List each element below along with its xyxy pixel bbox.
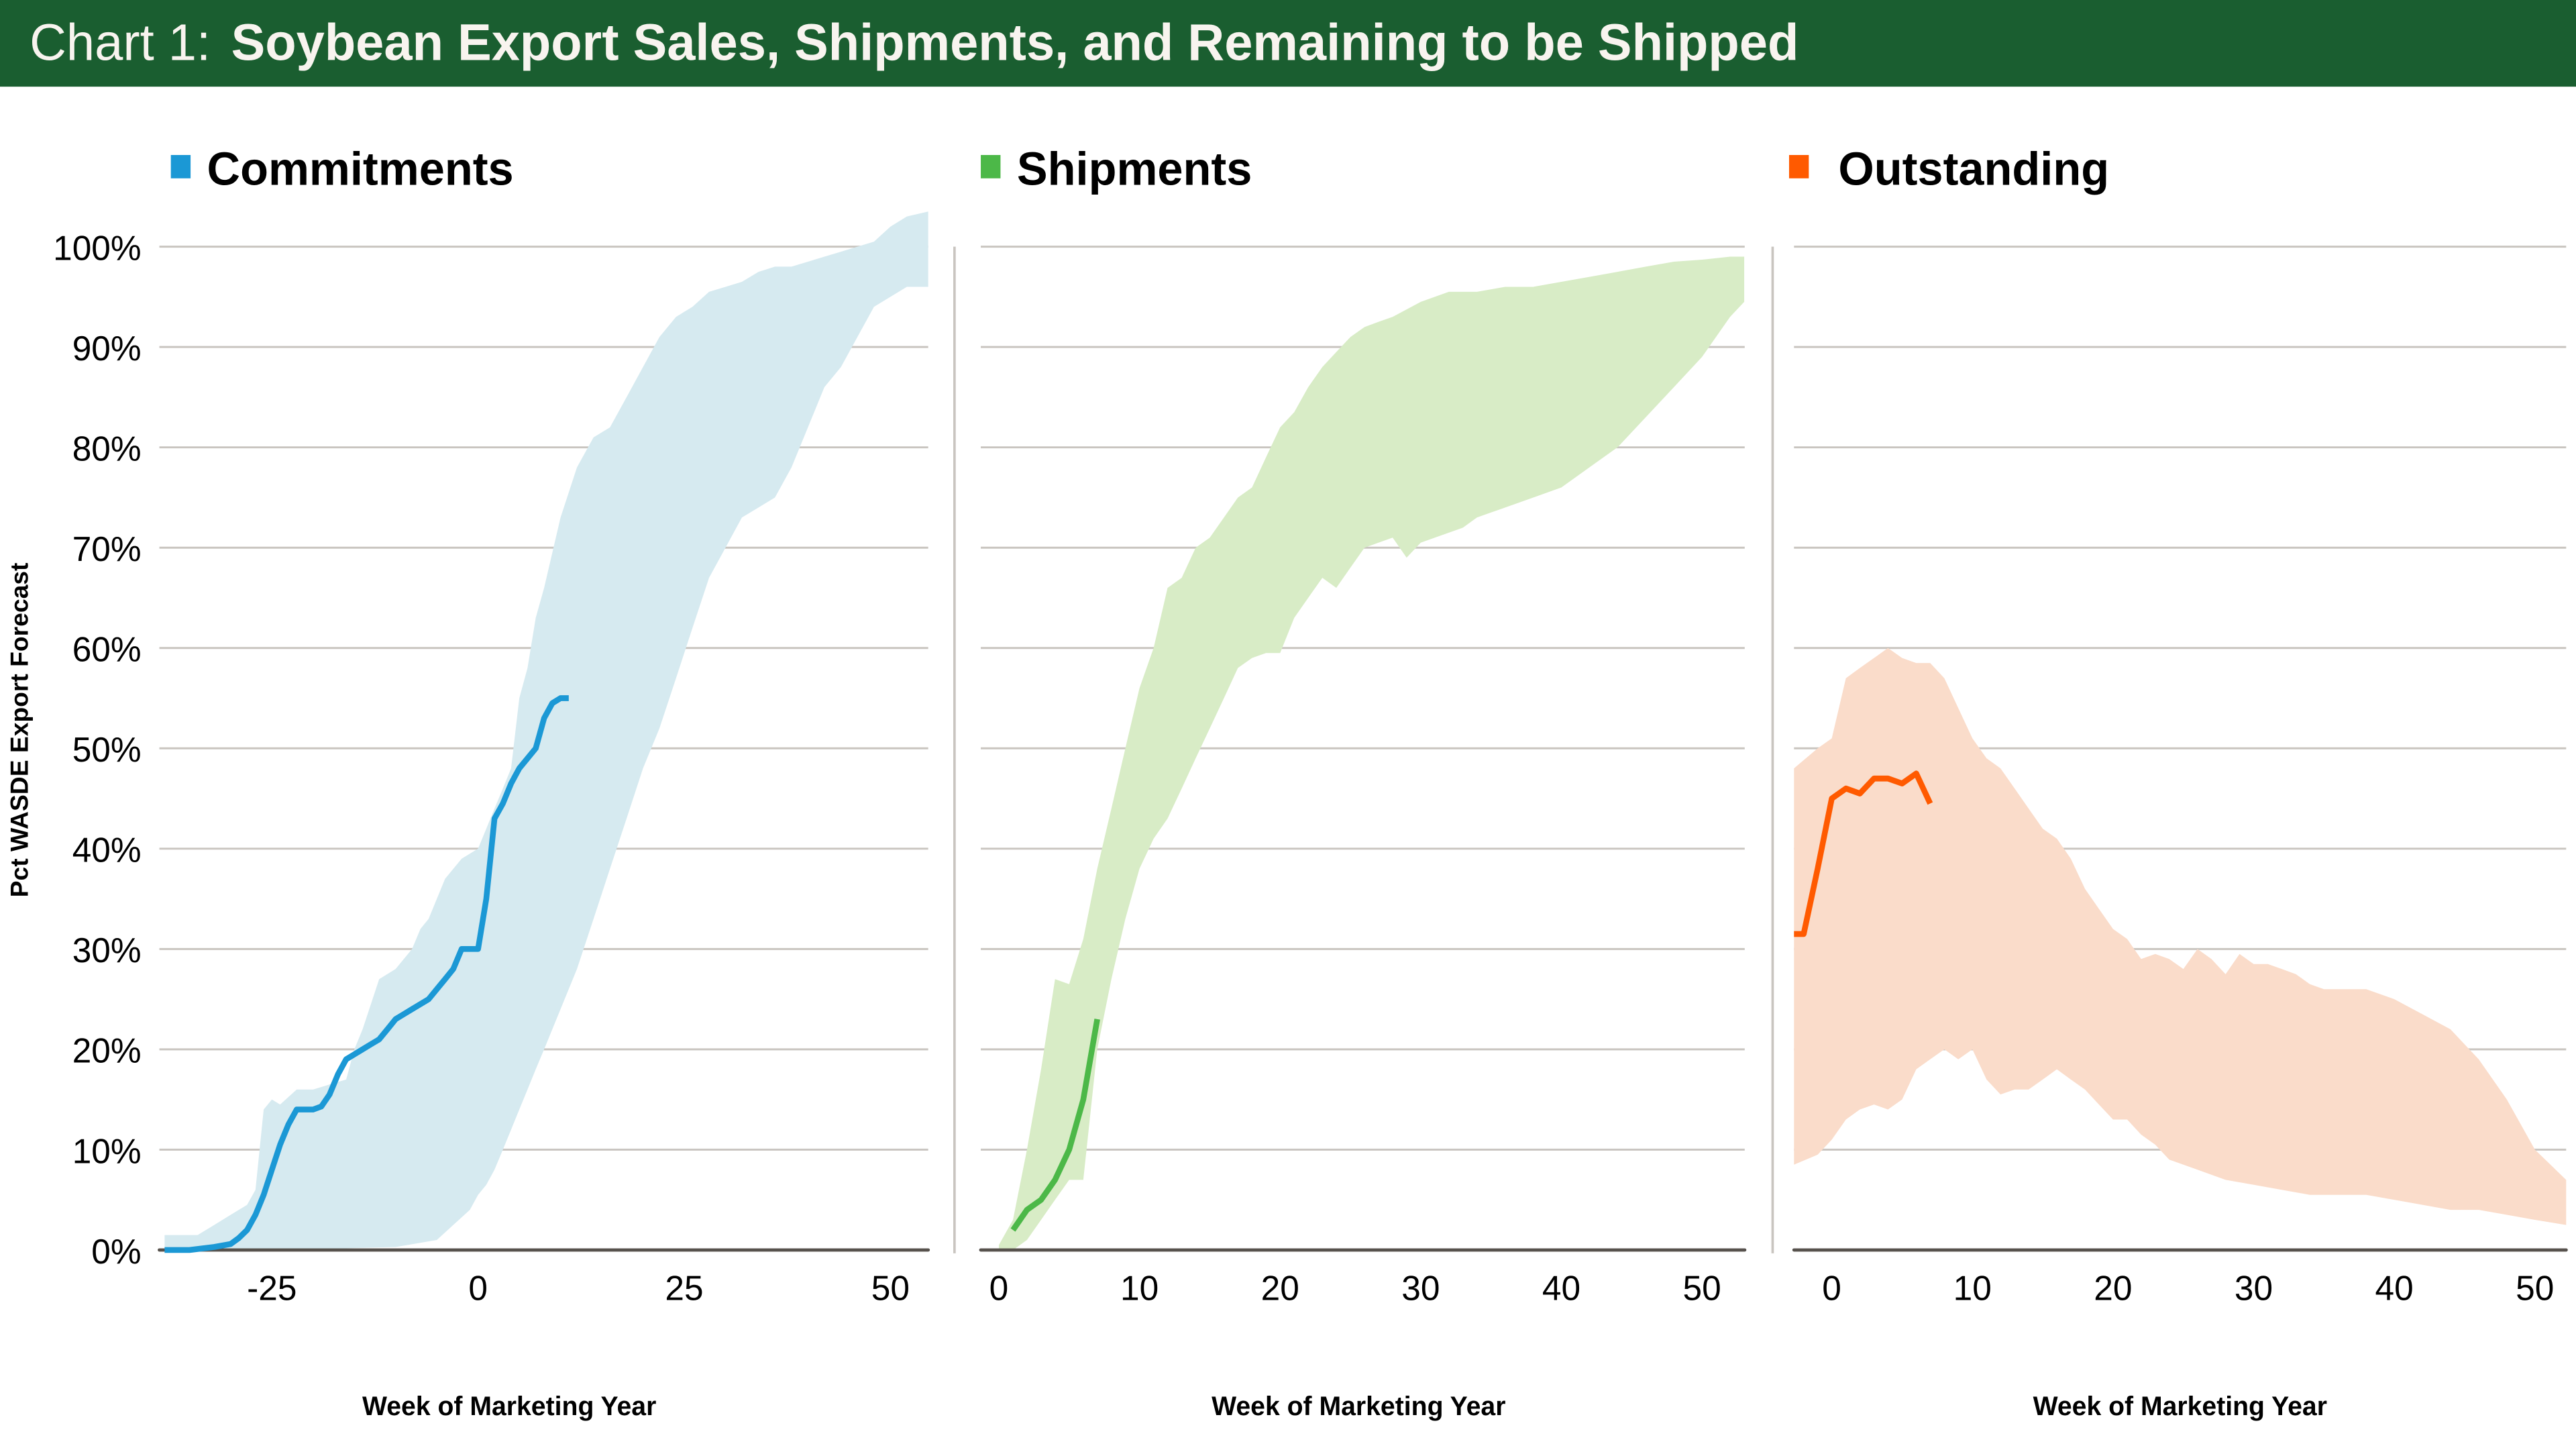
current-line-outstanding <box>1794 770 1933 937</box>
x-axis-ticks: 0 10 20 30 40 50 <box>1822 1268 2554 1307</box>
legend-shipments: Shipments <box>1017 142 1252 195</box>
y-tick-label: 30% <box>72 931 142 970</box>
y-tick-label: 0% <box>91 1231 141 1270</box>
panel-shipments: Shipments 0 10 20 30 40 50 Week of Marketing … <box>979 142 1747 1421</box>
current-line-shipments <box>1010 1019 1100 1232</box>
legend-commitments: Commitments <box>207 142 514 195</box>
x-tick-label: 0 <box>1822 1268 1841 1307</box>
x-tick-label: 50 <box>1683 1268 1721 1307</box>
title-bar <box>0 0 2576 87</box>
panel-commitments: Commitments -25 0 25 50 Week of Marketing Y… <box>158 142 930 1421</box>
x-tick-label: 30 <box>1401 1268 1440 1307</box>
x-tick-label: 10 <box>1120 1268 1159 1307</box>
legend-swatch-shipments <box>981 155 1001 178</box>
x-tick-label: 50 <box>2516 1268 2554 1307</box>
y-tick-label: 40% <box>72 830 142 869</box>
title-main: Soybean Export Sales, Shipments, and Rem… <box>231 14 1799 72</box>
x-tick-label: 0 <box>468 1268 488 1307</box>
range-band-shipments <box>998 256 1745 1250</box>
y-axis-label: Pct WASDE Export Forecast <box>6 563 34 898</box>
y-tick-label: 70% <box>72 529 142 568</box>
legend-outstanding: Outstanding <box>1838 142 2109 195</box>
x-axis-ticks: -25 0 25 50 <box>247 1268 910 1307</box>
range-band-outstanding <box>1794 648 2567 1225</box>
legend-swatch-commitments <box>170 155 191 178</box>
y-tick-label: 60% <box>72 629 142 668</box>
x-tick-label: 20 <box>1261 1268 1299 1307</box>
chart-title: Chart 1: Soybean Export Sales, Shipments… <box>30 14 1799 72</box>
range-band-commitments <box>164 211 928 1250</box>
title-prefix: Chart 1: <box>30 14 211 72</box>
y-axis-ticks: 0% 10% 20% 30% 40% 50% 60% 70% 80% 90% 100% <box>53 228 141 1271</box>
y-tick-label: 90% <box>72 329 142 368</box>
y-tick-label: 20% <box>72 1031 142 1070</box>
y-tick-label: 50% <box>72 730 142 769</box>
x-axis-label: Week of Marketing Year <box>2033 1392 2327 1421</box>
x-tick-label: 50 <box>871 1268 910 1307</box>
x-tick-label: 40 <box>1542 1268 1580 1307</box>
x-axis-label: Week of Marketing Year <box>1212 1392 1505 1421</box>
current-line-commitments <box>164 695 569 1253</box>
x-tick-label: 20 <box>2094 1268 2132 1307</box>
panel-outstanding: Outstanding 0 10 20 30 40 50 Week of Marketin… <box>1788 142 2568 1421</box>
legend-swatch-outstanding <box>1788 155 1809 178</box>
x-axis-label: Week of Marketing Year <box>362 1392 656 1421</box>
x-tick-label: 40 <box>2375 1268 2414 1307</box>
x-axis-ticks: 0 10 20 30 40 50 <box>989 1268 1721 1307</box>
x-tick-label: 10 <box>1953 1268 1992 1307</box>
x-tick-label: 0 <box>989 1268 1009 1307</box>
y-tick-label: 100% <box>53 228 141 267</box>
x-tick-label: 25 <box>665 1268 703 1307</box>
x-tick-label: -25 <box>247 1268 297 1307</box>
y-tick-label: 10% <box>72 1131 142 1170</box>
y-tick-label: 80% <box>72 429 142 468</box>
x-tick-label: 30 <box>2235 1268 2273 1307</box>
